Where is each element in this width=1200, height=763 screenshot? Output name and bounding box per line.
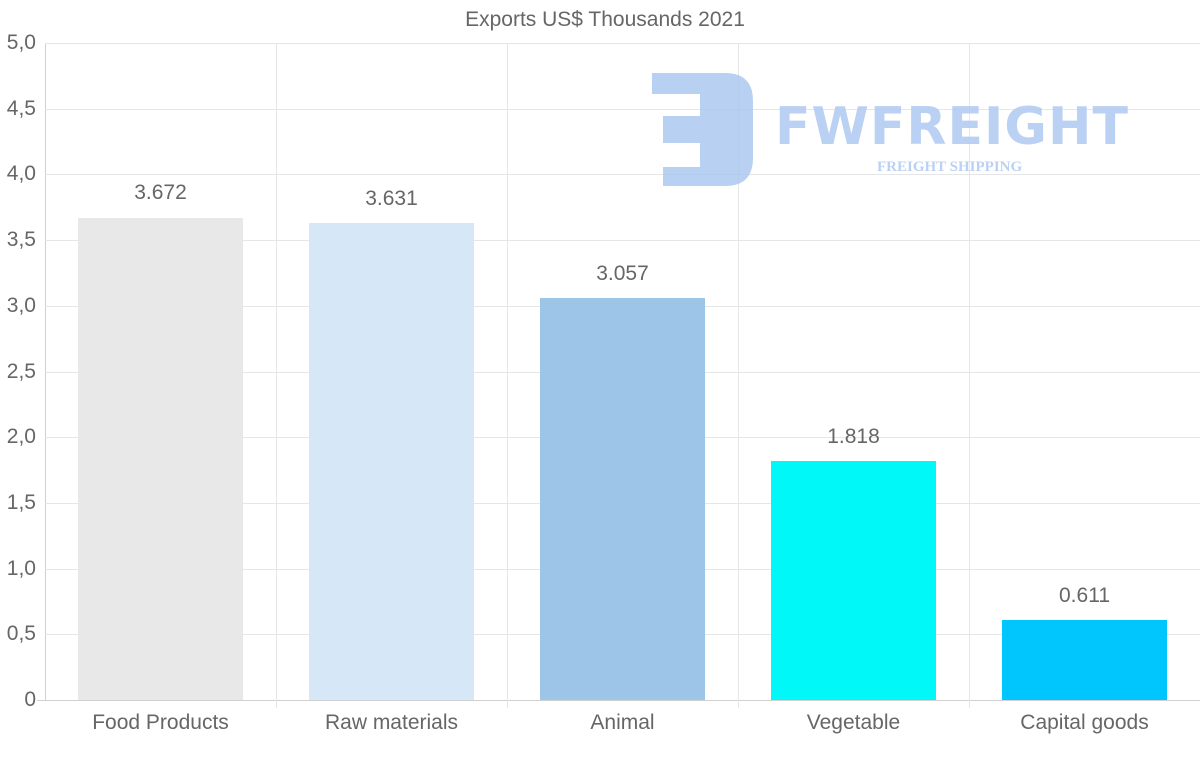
y-tick-label: 3,5 [6,228,36,252]
watermark-brand: FWFREIGHT [775,97,1129,157]
x-axis-line [37,700,1200,701]
bar-vegetable[interactable] [771,461,936,700]
watermark-logo: FWFREIGHT FREIGHT SHIPPING [645,73,1155,188]
chart-title: Exports US$ Thousands 2021 [465,8,745,31]
bar-animal[interactable] [540,298,705,700]
y-tick-label: 3,0 [6,293,36,317]
bar-raw-materials[interactable] [309,222,474,700]
x-tick-label: Raw materials [324,711,459,734]
y-tick-label: 0 [24,688,36,711]
gridline-horizontal [45,174,1200,176]
gridline-vertical [969,43,970,708]
y-tick-label: 1,5 [6,490,36,514]
fwfreight-logo-icon [652,73,753,186]
x-tick-label: Food Products [92,711,229,734]
plot-area [37,43,1200,708]
y-tick-label: 4,0 [6,162,36,186]
bar-capital-goods[interactable] [1002,619,1167,700]
y-tick-label: 5,0 [6,31,36,54]
gridline-vertical [507,43,508,708]
y-tick-label: 1,0 [6,556,36,580]
x-tick-label: Vegetable [806,711,901,734]
x-tick-label: Capital goods [1020,711,1149,734]
bar-value-label: 3.672 [134,181,187,205]
bar-food-products[interactable] [78,217,243,700]
bar-value-label: 3.631 [365,186,418,210]
bar-value-label: 1.818 [827,425,880,449]
gridline-horizontal [45,240,1200,242]
y-tick-label: 2,5 [6,359,36,383]
bar-value-label: 3.057 [596,262,649,286]
bar-value-label: 0.611 [1059,583,1110,607]
y-tick-label: 4,5 [6,96,36,120]
y-tick-label: 0,5 [6,622,36,646]
gridline-horizontal [45,43,1200,44]
y-tick-label: 2,0 [6,425,36,449]
gridline-horizontal [45,108,1200,110]
gridline-vertical [738,43,739,708]
watermark-tagline: FREIGHT SHIPPING [877,159,1023,175]
x-tick-label: Animal [590,711,655,734]
gridline-vertical [276,43,277,708]
